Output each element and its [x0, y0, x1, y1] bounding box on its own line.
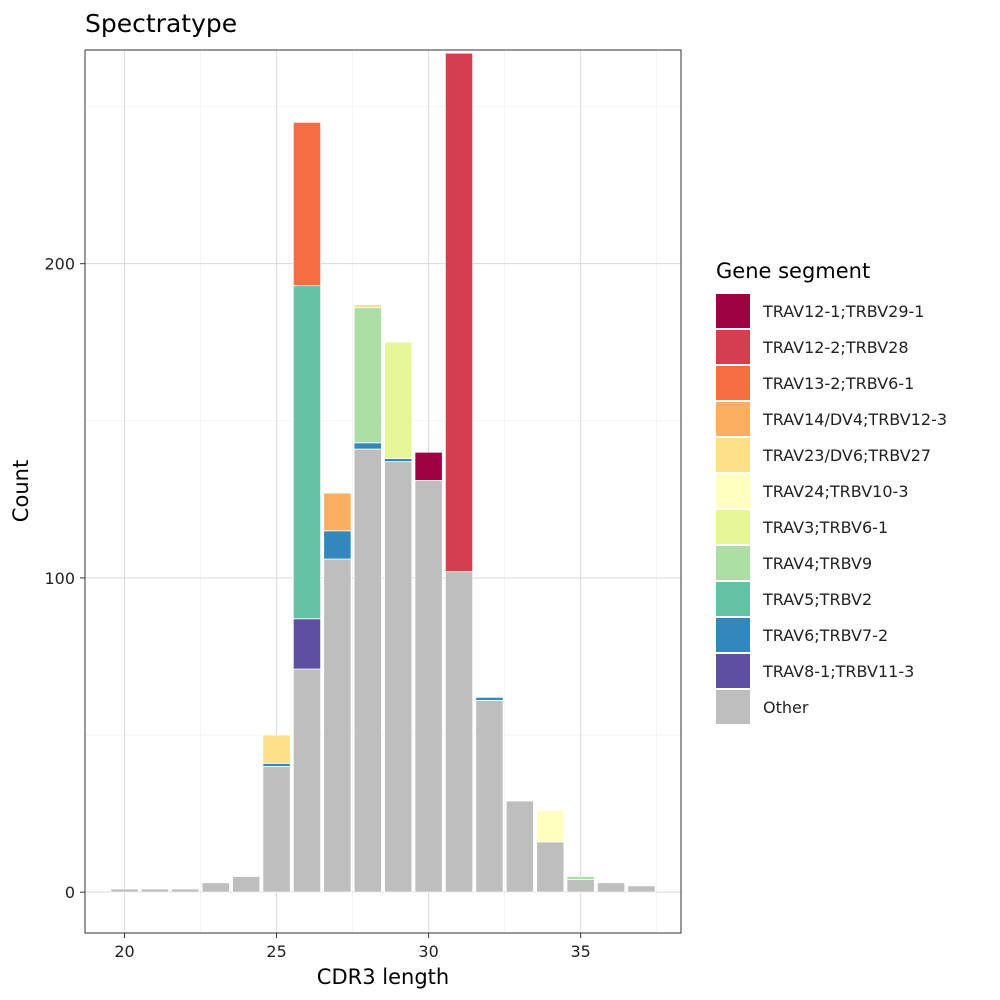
x-axis: 20 25 30 35	[114, 933, 591, 961]
legend-label: TRAV12-2;TRBV28	[762, 338, 909, 357]
bar-segment	[323, 530, 352, 560]
y-tick-label: 0	[65, 883, 75, 902]
bar-segment	[140, 888, 170, 893]
legend-swatch	[716, 438, 750, 472]
legend-label: TRAV4;TRBV9	[762, 554, 872, 573]
bar-segment	[384, 461, 413, 893]
legend-label: TRAV23/DV6;TRBV27	[762, 446, 931, 465]
legend-swatch	[716, 654, 750, 688]
bar-segment	[232, 876, 261, 893]
plot-bars	[110, 52, 656, 893]
bar-segment	[262, 762, 291, 767]
legend-swatch	[716, 510, 750, 544]
bar-segment	[444, 52, 474, 573]
bar-segment	[566, 876, 595, 880]
bar-segment	[384, 341, 413, 459]
bar-segment	[414, 451, 443, 481]
legend-label: TRAV5;TRBV2	[762, 590, 872, 609]
y-tick-label: 100	[44, 569, 75, 588]
bar-segment	[110, 888, 139, 893]
y-axis-title: Count	[9, 460, 33, 522]
legend-swatch	[716, 294, 750, 328]
legend-swatch	[716, 330, 750, 364]
bar-segment	[292, 668, 322, 893]
legend-swatch	[716, 546, 750, 580]
bar-segment	[292, 121, 322, 287]
bar-segment	[536, 841, 565, 893]
legend-label: TRAV13-2;TRBV6-1	[762, 374, 914, 393]
legend-swatch	[716, 690, 750, 724]
legend-label: TRAV6;TRBV7-2	[762, 626, 888, 645]
bar-segment	[475, 696, 504, 701]
bar-segment	[475, 700, 504, 893]
legend-label: TRAV3;TRBV6-1	[762, 518, 888, 537]
bar-segment	[384, 458, 413, 463]
plot-grid	[85, 50, 681, 933]
legend-label: TRAV14/DV4;TRBV12-3	[762, 410, 947, 429]
x-tick-label: 20	[114, 942, 134, 961]
bar-segment	[323, 492, 352, 532]
legend-label: TRAV8-1;TRBV11-3	[762, 662, 914, 681]
bar-segment	[414, 480, 443, 893]
legend-swatch	[716, 366, 750, 400]
legend-label: TRAV24;TRBV10-3	[762, 482, 909, 501]
legend-label: Other	[763, 698, 809, 717]
x-tick-label: 25	[266, 942, 286, 961]
legend-label: TRAV12-1;TRBV29-1	[762, 302, 924, 321]
x-tick-label: 30	[418, 942, 438, 961]
y-axis: 0 100 200	[44, 255, 85, 902]
legend-items: TRAV12-1;TRBV29-1 TRAV12-2;TRBV28 TRAV13-2…	[716, 294, 947, 724]
legend: Gene segment TRAV12-1;TRBV29-1 TRAV12-2;T…	[716, 259, 947, 724]
bar-segment	[292, 285, 322, 620]
bar-segment	[171, 888, 200, 893]
bar-segment	[596, 882, 626, 893]
legend-swatch	[716, 402, 750, 436]
x-tick-label: 35	[570, 942, 590, 961]
legend-swatch	[716, 618, 750, 652]
bar-segment	[505, 800, 534, 893]
bar-segment	[201, 882, 230, 893]
legend-swatch	[716, 474, 750, 508]
bar-segment	[262, 766, 291, 893]
bar-segment	[262, 734, 291, 764]
bar-segment	[536, 810, 565, 843]
bar-segment	[566, 879, 595, 893]
bar-segment	[627, 885, 656, 893]
bar-segment	[353, 307, 382, 444]
bar-segment	[292, 618, 322, 670]
bar-segment	[353, 448, 382, 893]
plot-panel-border	[84, 49, 682, 934]
chart-title: Spectratype	[85, 9, 237, 38]
bar-segment	[353, 304, 382, 309]
bar-segment	[353, 442, 382, 450]
legend-swatch	[716, 582, 750, 616]
y-tick-label: 200	[44, 255, 75, 274]
bar-segment	[444, 571, 474, 893]
x-axis-title: CDR3 length	[317, 965, 449, 989]
bar-segment	[323, 558, 352, 893]
legend-title: Gene segment	[716, 259, 870, 283]
